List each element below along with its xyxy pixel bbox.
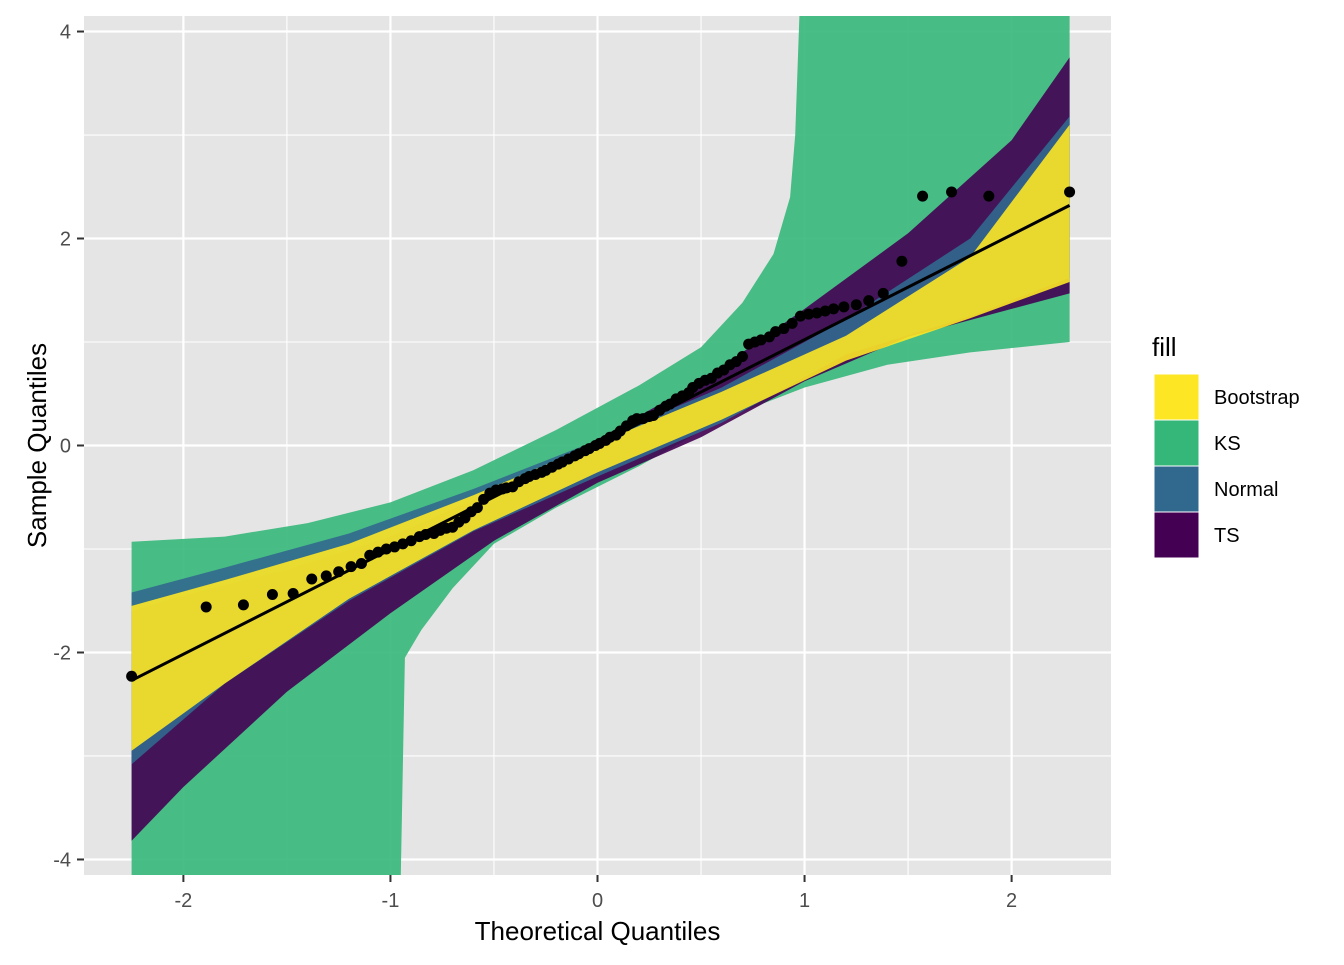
data-point	[863, 295, 875, 307]
legend-label-ks: KS	[1214, 433, 1241, 455]
data-point	[380, 543, 392, 555]
x-tick-label: -2	[174, 890, 192, 912]
x-tick-label: 2	[1006, 890, 1017, 912]
legend-items: Bootstrap KS Normal TS	[1153, 373, 1300, 559]
legend: fill Bootstrap KS Normal TS	[1152, 332, 1300, 559]
data-point	[828, 303, 840, 315]
legend-label-normal: Normal	[1214, 479, 1278, 501]
legend-key-ts	[1153, 511, 1200, 559]
data-point	[266, 589, 278, 601]
data-point	[389, 541, 401, 553]
data-point	[778, 323, 790, 335]
data-point	[803, 308, 815, 320]
data-point	[320, 570, 332, 582]
data-point	[237, 599, 249, 611]
data-point	[364, 549, 376, 561]
data-point	[1064, 186, 1076, 198]
legend-key-bootstrap	[1153, 373, 1200, 421]
y-tick-label: 0	[60, 436, 71, 458]
legend-label-bootstrap: Bootstrap	[1214, 387, 1300, 409]
x-tick-label: -1	[382, 890, 400, 912]
data-point	[306, 573, 318, 585]
y-tick-label: 4	[60, 22, 71, 44]
data-point	[896, 255, 908, 267]
sample-points	[126, 186, 1076, 682]
data-point	[850, 299, 862, 311]
data-point	[786, 317, 798, 329]
data-point	[755, 334, 767, 346]
x-tick-label: 1	[799, 890, 810, 912]
data-point	[811, 307, 823, 319]
legend-key-normal	[1153, 465, 1200, 513]
data-point	[397, 538, 409, 550]
data-point	[333, 566, 345, 578]
legend-key-ks	[1153, 419, 1200, 467]
data-point	[420, 529, 432, 541]
legend-label-ts: TS	[1214, 525, 1240, 547]
legend-title: fill	[1152, 332, 1177, 362]
y-tick-label: 2	[60, 229, 71, 251]
data-point	[819, 305, 831, 317]
x-axis-title: Theoretical Quantiles	[475, 916, 721, 946]
data-point	[794, 310, 806, 322]
data-point	[471, 502, 483, 514]
data-point	[372, 546, 384, 558]
data-point	[917, 190, 929, 202]
y-tick-label: -2	[53, 642, 71, 664]
data-point	[770, 326, 782, 338]
data-point	[736, 350, 748, 362]
x-tick-label: 0	[592, 890, 603, 912]
data-point	[287, 587, 299, 599]
axes: -2 -1 0 1 2 -4 -2 0 2 4	[53, 22, 1017, 912]
data-point	[200, 601, 212, 613]
data-point	[345, 561, 357, 573]
data-point	[126, 670, 138, 682]
data-point	[838, 301, 850, 313]
data-point	[355, 557, 367, 569]
y-axis-title: Sample Quantiles	[22, 343, 52, 548]
data-point	[405, 535, 417, 547]
y-tick-label: -4	[53, 849, 71, 871]
data-point	[983, 190, 995, 202]
data-point	[877, 287, 889, 299]
data-point	[946, 186, 958, 198]
